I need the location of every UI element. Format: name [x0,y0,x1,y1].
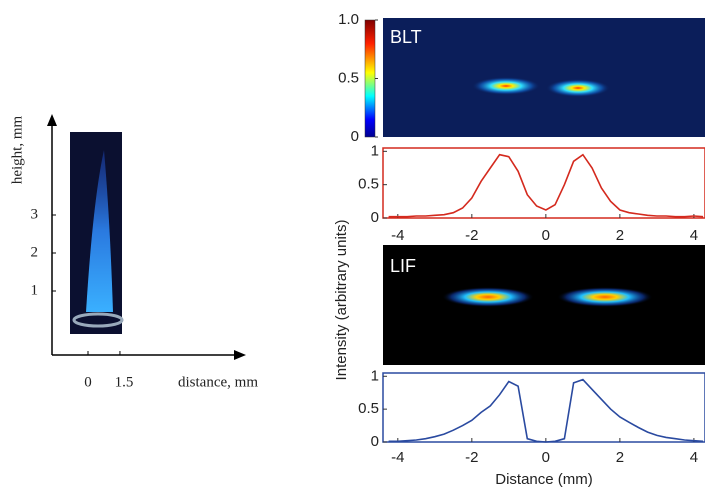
y-tick-label: 1 [31,282,39,298]
y-tick-label: 1 [371,367,379,384]
blt-spot [472,77,540,95]
y-tick-label: 0.5 [358,400,379,417]
y-axis-label: Intensity (arbitrary units) [333,220,350,381]
flame [86,150,113,312]
x-axis-label: Distance (mm) [495,471,593,488]
arrow [234,350,246,360]
panel-label: BLT [390,27,422,47]
panel-label: LIF [390,256,416,276]
profile-line [388,153,704,218]
y-tick-label: 2 [31,244,39,260]
x-tick-label: 0 [84,374,92,390]
arrow [47,114,57,126]
x-tick-label: -4 [391,449,404,466]
x-tick-label: -4 [391,227,404,244]
y-tick-label: 0.5 [358,176,379,193]
x-tick-label: 2 [616,449,624,466]
y-tick-label: 0 [371,433,379,450]
x-tick-label: -2 [465,449,478,466]
axis-label: distance, mm [178,374,258,390]
colorbar-label: 0 [351,128,359,145]
blt-spot [546,79,610,97]
x-tick-label: 2 [616,227,624,244]
y-tick-label: 3 [31,206,39,222]
colorbar-label: 1.0 [338,11,359,28]
axis-label: height, mm [9,116,25,185]
burner [72,312,124,328]
x-tick-label: 0 [542,227,550,244]
lif-spot [557,287,653,307]
colorbar-label: 0.5 [338,69,359,86]
x-tick-label: -2 [465,227,478,244]
blt-image [383,18,705,137]
y-tick-label: 1 [371,142,379,159]
lif-image [383,245,705,365]
y-tick-label: 0 [371,209,379,226]
plot-frame [382,372,705,443]
colorbar [364,19,376,138]
x-tick-label: 0 [542,449,550,466]
profile-line [388,378,704,443]
lif-spot [442,287,534,307]
x-tick-label: 4 [690,227,698,244]
x-tick-label: 1.5 [115,374,134,390]
plot-frame [382,147,705,219]
x-tick-label: 4 [690,449,698,466]
